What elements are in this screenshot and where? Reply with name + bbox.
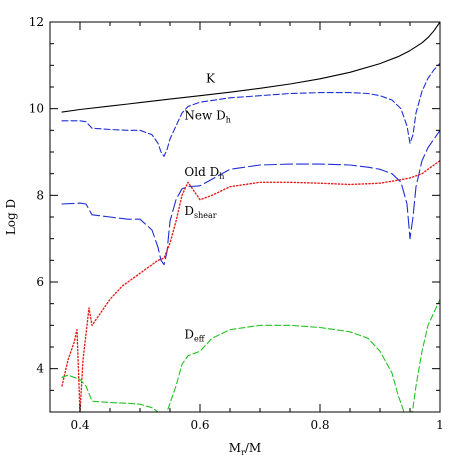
y-axis-title: Log D	[4, 199, 18, 235]
annotation-d-eff: Deff	[184, 327, 205, 343]
series-line-d-eff	[61, 298, 440, 412]
series-line-new-d-h	[61, 62, 440, 157]
y-tick-label: 12	[29, 15, 44, 29]
annotation-new-d-h: New Dh	[184, 109, 230, 125]
y-tick-label: 10	[29, 102, 44, 116]
annotation-d-shear: Dshear	[184, 204, 216, 220]
x-tick-label: 0.6	[190, 418, 209, 432]
y-tick-label: 4	[36, 362, 44, 376]
series-line-old-d-h	[61, 129, 440, 266]
x-tick-label: 1	[436, 418, 444, 432]
x-tick-label: 0.4	[70, 418, 89, 432]
x-tick-label: 0.8	[310, 418, 329, 432]
annotation-old-d-h: Old Dh	[184, 165, 224, 181]
y-tick-label: 8	[36, 188, 44, 202]
y-tick-label: 6	[36, 275, 44, 289]
annotation-k: K	[206, 72, 216, 86]
series-line-k	[61, 22, 440, 113]
x-axis-title: Mr/M	[229, 441, 261, 457]
series-line-d-shear	[61, 160, 440, 412]
